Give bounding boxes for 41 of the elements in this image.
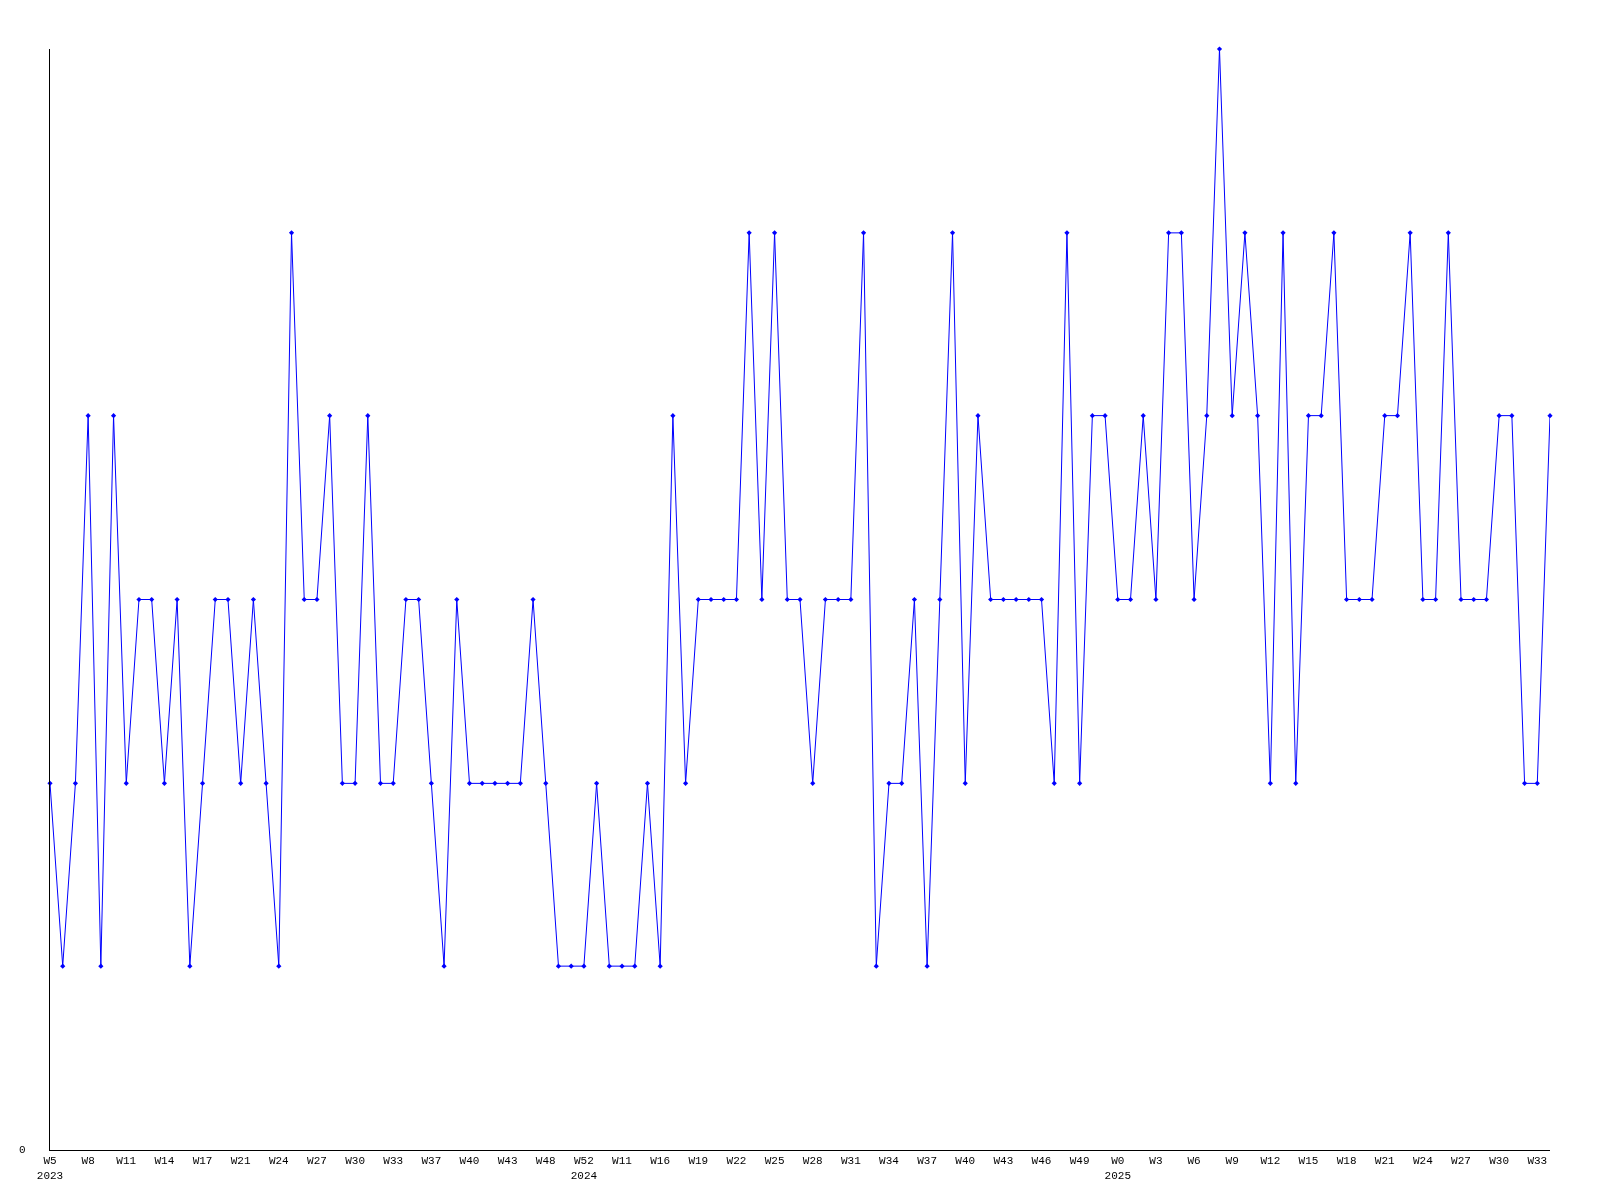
x-tick-label: W12 — [1260, 1155, 1281, 1168]
x-tick-label: W43 — [993, 1155, 1014, 1168]
text: 0 — [19, 1144, 26, 1156]
x-tick-label: W5 2023 — [36, 1155, 64, 1182]
x-tick-label: W16 — [650, 1155, 671, 1168]
x-tick-label: W21 — [230, 1155, 251, 1168]
x-tick-label: W43 — [497, 1155, 518, 1168]
x-tick-label: W33 — [1527, 1155, 1548, 1168]
x-tick-label: W31 — [840, 1155, 862, 1168]
x-tick-label: W49 — [1069, 1155, 1090, 1168]
x-tick-label: W30 — [1489, 1155, 1510, 1168]
x-tick-label: W24 — [268, 1155, 290, 1168]
x-tick-label: W11 — [612, 1155, 633, 1168]
x-tick-label: W52 2024 — [570, 1155, 598, 1182]
x-tick-label: W14 — [154, 1155, 175, 1168]
x-tick-label: W24 — [1412, 1155, 1434, 1168]
x-tick-label: W9 — [1225, 1155, 1239, 1168]
x-tick-label: W48 — [535, 1155, 556, 1168]
x-tick-label: W30 — [345, 1155, 365, 1168]
x-tick-label: W27 — [307, 1155, 327, 1168]
x-tick-label: W33 — [383, 1155, 404, 1168]
x-tick-label: W6 — [1187, 1155, 1201, 1168]
x-tick-label: W19 — [688, 1155, 709, 1168]
x-tick-label: W28 — [802, 1155, 823, 1168]
x-tick-label: W37 — [917, 1155, 938, 1168]
x-tick-label: W11 — [116, 1155, 137, 1168]
x-tick-label: W46 — [1031, 1155, 1052, 1168]
x-tick-label: W27 — [1451, 1155, 1471, 1168]
x-tick-label: W22 — [726, 1155, 747, 1168]
x-tick-label: W8 — [81, 1155, 95, 1168]
x-tick-label: W40 — [459, 1155, 480, 1168]
x-tick-label: W18 — [1336, 1155, 1357, 1168]
x-tick-label: W0 2025 — [1104, 1155, 1131, 1182]
x-tick-label: W3 — [1149, 1155, 1163, 1168]
x-tick-label: W25 — [764, 1155, 785, 1168]
x-tick-label: W34 — [879, 1155, 900, 1168]
x-tick-label: W15 — [1298, 1155, 1319, 1168]
x-tick-label: W21 — [1374, 1155, 1396, 1168]
x-tick-label: W40 — [955, 1155, 976, 1168]
x-tick-label: W17 — [192, 1155, 213, 1168]
x-tick-label: W37 — [421, 1155, 442, 1168]
